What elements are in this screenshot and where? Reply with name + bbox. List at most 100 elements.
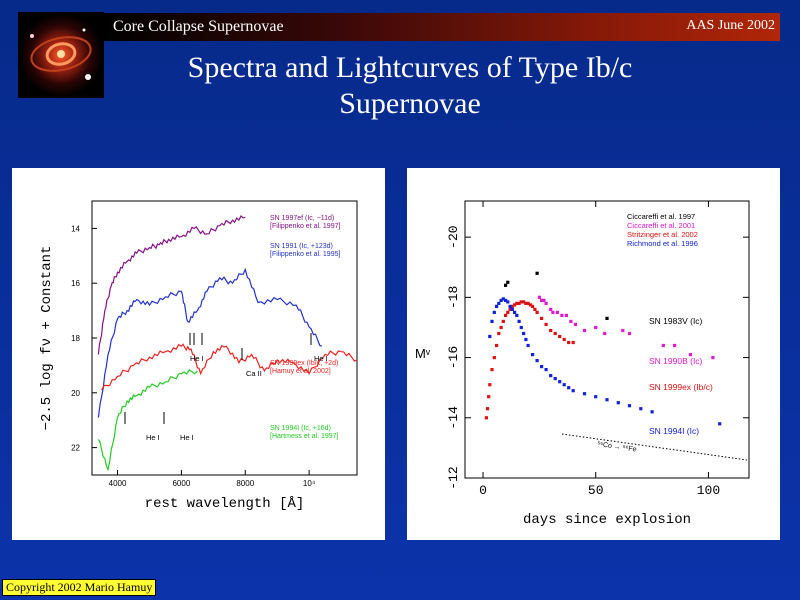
lightcurve-x-axis-label: days since explosion xyxy=(523,512,691,528)
data-point xyxy=(594,325,598,330)
legend-entry: Ciccareffi et al. 1997 xyxy=(627,212,695,221)
data-point xyxy=(553,331,557,336)
x-tick-label: 10⁴ xyxy=(303,479,316,488)
title-line-1: Spectra and Lightcurves of Type Ib/c xyxy=(187,51,633,84)
series-name-label: SN 1990B (Ic) xyxy=(649,356,703,366)
data-point xyxy=(497,331,501,336)
data-point xyxy=(627,331,632,336)
line-identification-label: He I xyxy=(190,354,204,363)
data-point xyxy=(544,368,548,372)
data-point xyxy=(504,313,508,317)
data-point xyxy=(506,280,510,284)
data-point xyxy=(526,301,530,305)
data-point xyxy=(492,310,496,314)
data-point xyxy=(540,365,544,369)
data-point xyxy=(504,283,508,287)
y-tick-label: 22 xyxy=(71,444,80,453)
data-point xyxy=(485,407,490,411)
line-identification-label: Ca II xyxy=(246,369,262,378)
lightcurve-plot-frame xyxy=(464,200,750,479)
data-point xyxy=(517,319,521,323)
data-point xyxy=(508,307,512,311)
lightcurve-panel: 0 50 100 -20 -18 -16 -14 -12 days since explosio… xyxy=(407,168,780,540)
data-point xyxy=(487,395,491,399)
spectrum-ref-label: [Hamuy et al. 2002] xyxy=(270,368,331,375)
y-tick-label: -16 xyxy=(446,346,461,369)
data-point xyxy=(499,325,503,330)
y-tick-label: 16 xyxy=(71,279,80,288)
spectra-chart: 4000 6000 8000 10⁴ 14 16 18 20 22 rest wavelength… xyxy=(39,200,358,512)
legend-entry: Richmond et al. 1996 xyxy=(627,239,698,248)
spectrum-line-2 xyxy=(101,343,358,391)
data-point xyxy=(544,322,548,326)
header-left-label: Core Collapse Supernovae xyxy=(113,18,284,35)
header-bar: Core Collapse Supernovae AAS June 2002 xyxy=(104,13,780,41)
data-point xyxy=(531,304,535,308)
data-point xyxy=(567,386,571,390)
data-point xyxy=(533,307,537,311)
spectrum-label: SN 1997ef (Ic, −11d) xyxy=(270,215,334,222)
data-point xyxy=(605,316,609,320)
data-point xyxy=(564,313,568,317)
data-point xyxy=(519,325,523,330)
data-point xyxy=(605,398,609,402)
data-point xyxy=(549,374,553,378)
data-point xyxy=(540,316,544,320)
data-point xyxy=(560,313,564,317)
data-point xyxy=(562,337,566,342)
data-point xyxy=(594,395,598,399)
data-point xyxy=(517,301,521,305)
slide-title: Spectra and Lightcurves of Type Ib/c Sup… xyxy=(110,50,710,122)
spectrum-line-1 xyxy=(97,267,323,418)
spectra-panel: 4000 6000 8000 10⁴ 14 16 18 20 22 rest wavelength… xyxy=(12,168,385,540)
series-name-label: SN 1994I (Ic) xyxy=(649,426,699,436)
data-point xyxy=(567,340,571,345)
data-point xyxy=(501,319,505,323)
data-point xyxy=(531,353,535,357)
data-point xyxy=(627,404,632,408)
x-tick-label: 4000 xyxy=(109,479,127,488)
lightcurve-chart: 0 50 100 -20 -18 -16 -14 -12 days since explosio… xyxy=(415,200,750,528)
data-point xyxy=(490,319,494,323)
data-point xyxy=(673,343,677,348)
data-point xyxy=(711,356,715,360)
data-point xyxy=(488,383,492,387)
data-point xyxy=(535,271,539,275)
data-point xyxy=(524,337,528,342)
data-point xyxy=(639,407,643,411)
data-point xyxy=(537,295,541,299)
spectrum-ref-label: [Hartmess et al. 1997] xyxy=(270,433,339,440)
x-tick-label: 100 xyxy=(697,483,720,498)
data-point xyxy=(718,422,722,426)
y-tick-label: -12 xyxy=(446,466,461,489)
data-point xyxy=(495,304,499,308)
data-point xyxy=(519,300,523,304)
y-tick-label: -14 xyxy=(446,406,461,430)
spectra-x-axis-label: rest wavelength [Å] xyxy=(145,495,305,512)
data-point xyxy=(542,298,546,302)
data-point xyxy=(497,301,501,305)
data-point xyxy=(484,416,488,420)
data-point xyxy=(499,298,503,302)
data-point xyxy=(522,331,526,336)
spectrum-ref-label: [Filippenko et al. 1995] xyxy=(270,251,340,258)
data-point xyxy=(571,340,575,345)
data-point xyxy=(549,328,553,333)
y-tick-label: 20 xyxy=(71,389,80,398)
spectrum-label: SN 1999ex (Ib/c, +2d) xyxy=(270,360,338,367)
data-point xyxy=(582,392,587,396)
spectrum-label: SN 1994I (Ic, +16d) xyxy=(270,425,331,432)
spectrum-label: SN 1991 (Ic, +123d) xyxy=(270,243,333,250)
header-right-label: AAS June 2002 xyxy=(686,18,775,33)
data-point xyxy=(488,334,492,339)
x-tick-label: 0 xyxy=(479,483,487,498)
data-point xyxy=(558,334,562,339)
data-point xyxy=(513,303,517,307)
data-point xyxy=(553,377,557,381)
spectrum-line-0 xyxy=(97,215,246,355)
line-identification-label: He I xyxy=(146,433,160,442)
data-point xyxy=(526,343,530,348)
data-point xyxy=(621,328,625,333)
decay-rate-label: ⁵⁶Co → ⁵⁶Fe xyxy=(597,441,637,453)
supernova-ring-image xyxy=(18,12,104,98)
